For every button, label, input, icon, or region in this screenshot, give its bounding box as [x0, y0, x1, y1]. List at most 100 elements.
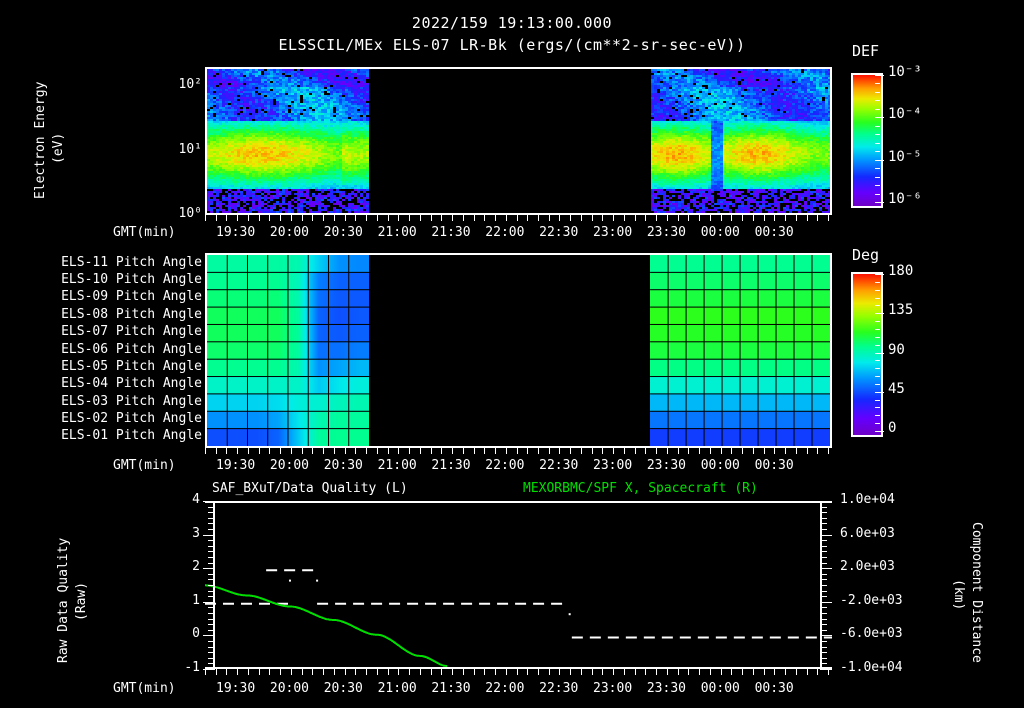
axis-tick-mark [820, 596, 827, 598]
axis-tick-mark [677, 215, 679, 221]
colorbar-tick-mark [875, 176, 880, 178]
axis-tick-mark [205, 215, 206, 221]
axis-tick-mark [752, 448, 754, 454]
page-subtitle: ELSSCIL/MEx ELS-07 LR-Bk (ergs/(cm**2-sr… [278, 36, 746, 54]
axis-tick-mark [355, 215, 357, 221]
pitch-angle-row-label: ELS-11 Pitch Angle [61, 254, 202, 270]
axis-tick-mark [208, 512, 215, 514]
colorbar-tick-label: 10⁻⁴ [888, 106, 922, 123]
axis-tick-mark [355, 669, 357, 675]
axis-tick-mark [634, 669, 636, 675]
top-panel-ytick-labels: 10² 10¹ 10⁰ [152, 60, 202, 221]
xtick-label: 20:00 [269, 225, 310, 240]
axis-tick-mark [258, 448, 260, 454]
axis-tick-mark [774, 669, 776, 675]
axis-tick-mark [720, 215, 722, 221]
colorbar-tick-mark [875, 336, 880, 338]
axis-tick-mark [208, 517, 215, 519]
axis-tick-mark [820, 517, 827, 519]
xtick-label: 23:30 [646, 681, 686, 696]
axis-tick-mark [570, 669, 572, 675]
axis-tick-mark [613, 448, 615, 454]
colorbar-tick-mark [875, 360, 880, 362]
colorbar-tick-mark [875, 383, 880, 385]
axis-tick-mark [677, 448, 679, 454]
axis-tick-mark [208, 663, 215, 665]
axis-tick-mark [688, 669, 690, 675]
ytick-label-left: -1 [184, 660, 200, 675]
xtick-label: 23:00 [593, 225, 633, 240]
axis-tick-mark [366, 215, 368, 221]
xtick-label: 23:00 [593, 458, 633, 473]
colorbar-tick-mark [875, 344, 880, 346]
axis-tick-mark [258, 215, 260, 221]
bottom-panel-ylabel-right-units: (km) [950, 570, 966, 620]
axis-tick-mark [688, 448, 690, 454]
axis-tick-mark [323, 669, 325, 675]
colorbar-tick-mark [875, 159, 884, 161]
axis-tick-mark [419, 669, 421, 675]
axis-tick-mark [785, 669, 787, 675]
colorbar-tick-mark [875, 391, 884, 393]
axis-tick-mark [623, 215, 625, 221]
axis-tick-mark [462, 669, 464, 675]
axis-tick-mark [795, 669, 797, 675]
axis-tick-mark [505, 215, 507, 221]
axis-tick-mark [645, 669, 647, 675]
def-colorbar-tick-labels: 10⁻³ 10⁻⁴ 10⁻⁵ 10⁻⁶ [888, 64, 968, 219]
axis-tick-mark [473, 669, 475, 675]
axis-tick-mark [820, 540, 827, 542]
axis-tick-mark [537, 669, 539, 675]
axis-tick-mark [820, 601, 832, 603]
axis-tick-mark [820, 551, 827, 553]
def-colorbar-title: DEF [852, 42, 880, 60]
axis-tick-mark [820, 641, 827, 642]
ytick-label-left: 2 [192, 559, 200, 575]
axis-tick-mark [820, 512, 827, 514]
axis-tick-mark [280, 669, 282, 675]
xtick-label: 21:30 [431, 458, 471, 473]
axis-tick-mark [208, 652, 215, 654]
ytick-label-right: 2.0e+03 [840, 559, 895, 575]
top-panel-ylabel-line1: Electron Energy [33, 81, 48, 199]
axis-tick-mark [269, 215, 271, 221]
ytick-label-right: 6.0e+03 [840, 525, 895, 541]
xtick-label: 21:00 [377, 225, 417, 240]
axis-tick-mark [623, 669, 625, 675]
axis-tick-mark [215, 669, 217, 675]
bottom-panel-ylabel-left: Raw Data Quality [56, 525, 72, 675]
axis-tick-mark [516, 669, 518, 675]
pitch-angle-row-label: ELS-05 Pitch Angle [61, 358, 202, 374]
bottom-panel-left-axis [203, 501, 215, 670]
axis-tick-mark [591, 669, 593, 675]
axis-tick-mark [208, 529, 215, 530]
xtick-label: 20:00 [269, 458, 310, 473]
axis-tick-mark [591, 215, 593, 221]
colorbar-tick-mark [875, 193, 880, 195]
axis-tick-mark [709, 669, 711, 675]
axis-tick-mark [752, 215, 754, 221]
axis-tick-mark [709, 448, 711, 454]
ytick-label-right: -2.0e+03 [840, 592, 903, 608]
axis-tick-mark [570, 215, 572, 221]
axis-tick-mark [742, 448, 744, 454]
axis-tick-mark [462, 448, 464, 454]
axis-tick-mark [484, 215, 486, 221]
ytick-label-left: 3 [192, 525, 200, 541]
axis-tick-mark [208, 590, 215, 592]
axis-tick-mark [203, 635, 215, 637]
pitch-panel-xlabel: GMT(min) [113, 458, 176, 473]
axis-tick-mark [323, 448, 325, 454]
axis-tick-mark [559, 215, 561, 221]
axis-line [820, 501, 822, 669]
axis-tick-mark [688, 215, 690, 221]
axis-tick-mark [820, 573, 827, 575]
axis-tick-mark [208, 585, 215, 586]
axis-tick-mark [208, 596, 215, 598]
bottom-panel-ytick-labels-right: 1.0e+04 6.0e+03 2.0e+03 -2.0e+03 -6.0e+03 -1.… [840, 492, 940, 675]
colorbar-tick-label: 135 [888, 302, 914, 319]
axis-tick-mark [820, 529, 827, 530]
axis-tick-mark [376, 669, 378, 675]
bottom-panel-title-right: MEXORBMC/SPF X, Spacecraft (R) [523, 481, 758, 496]
axis-tick-mark [344, 669, 346, 675]
